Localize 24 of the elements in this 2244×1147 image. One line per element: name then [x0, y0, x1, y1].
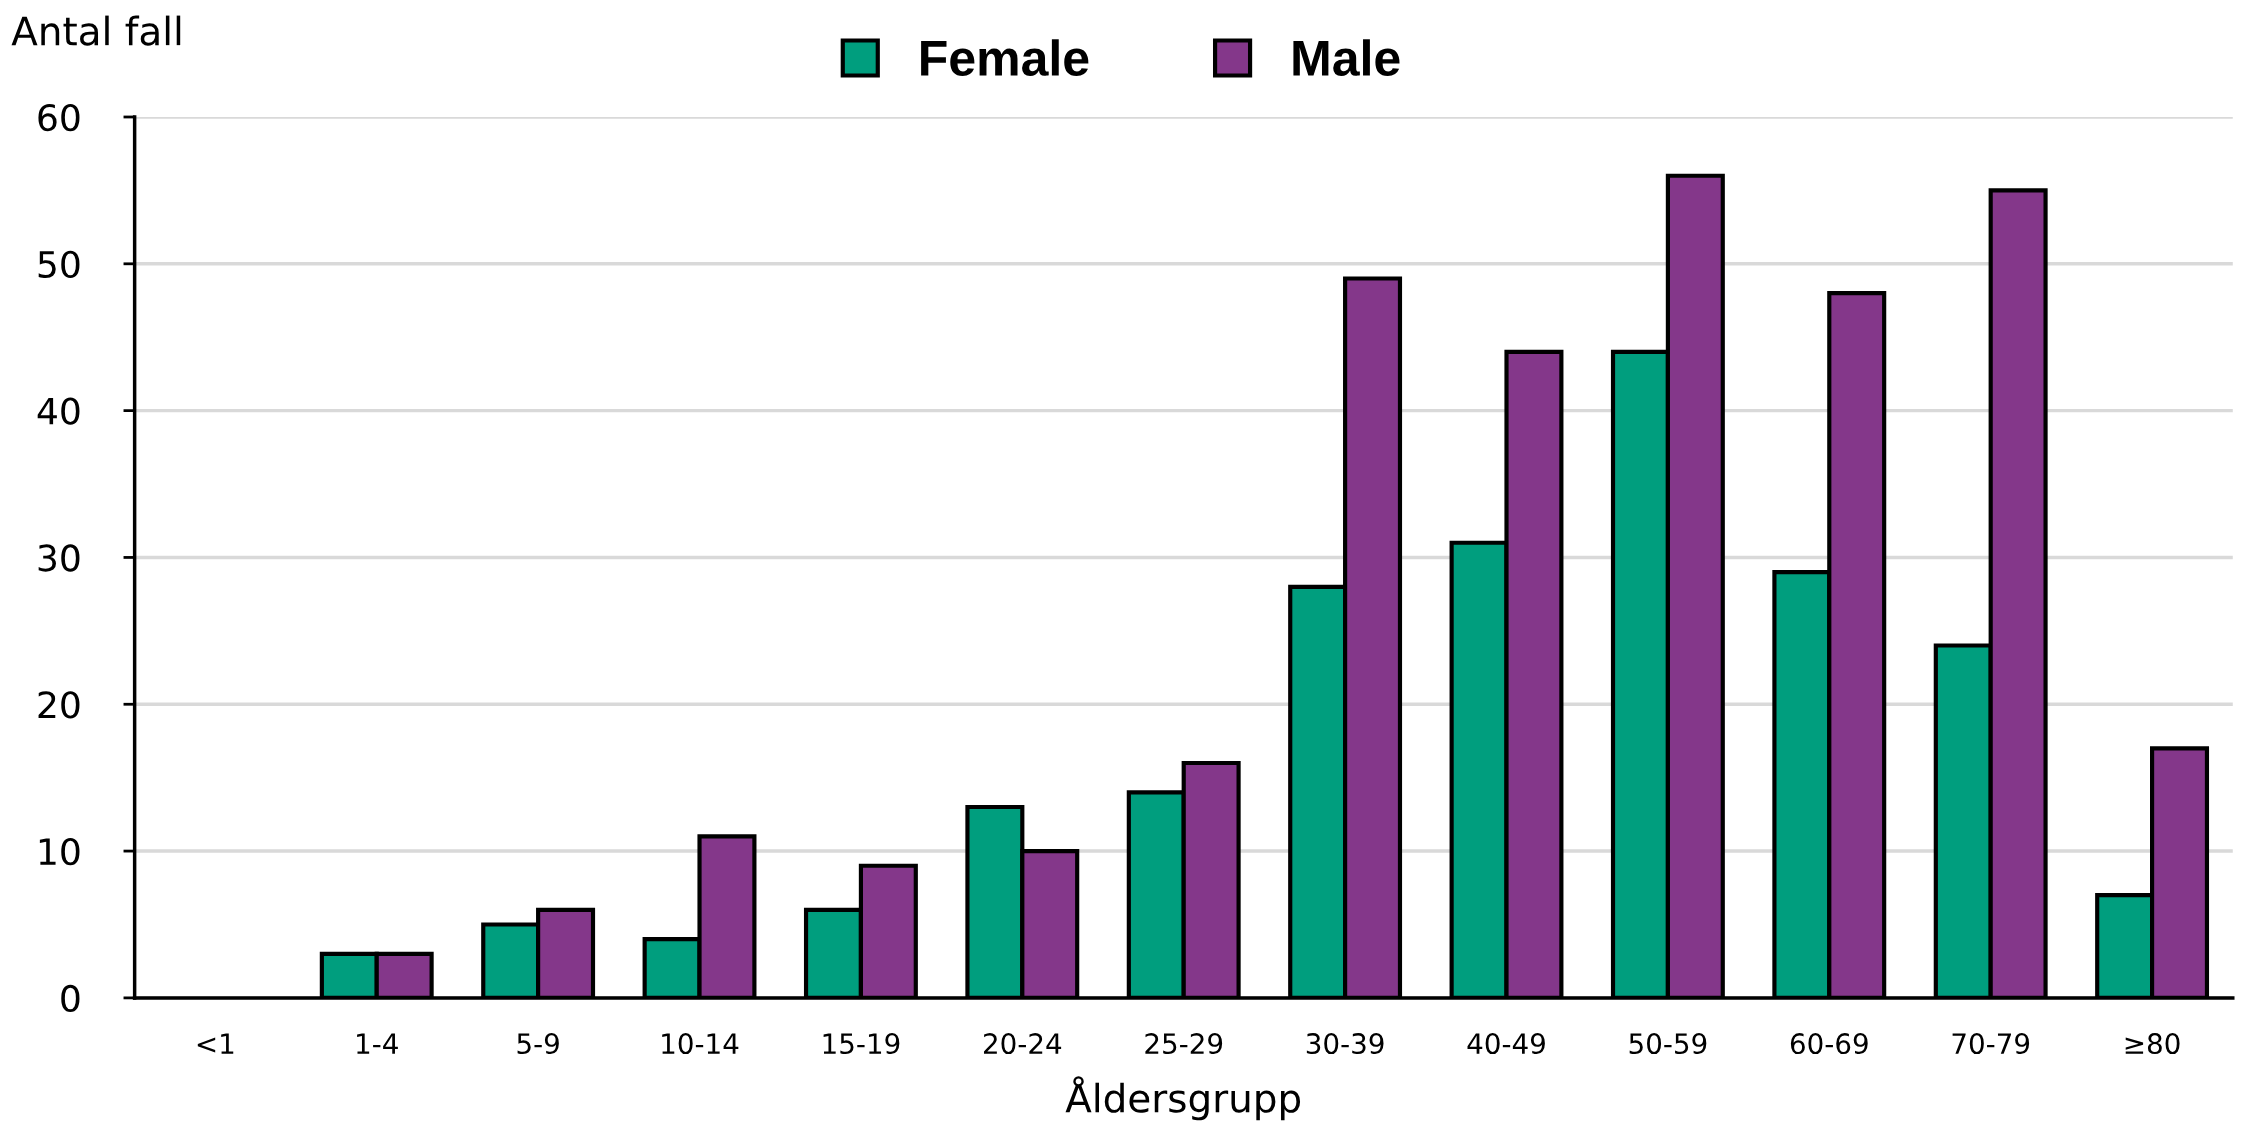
- x-tick-label: 40-49: [1467, 1033, 1545, 1055]
- x-tick-label: 1-4: [357, 1033, 398, 1054]
- y-tick-label: 10: [39, 837, 80, 866]
- legend-label: Male: [1293, 39, 1400, 76]
- x-tick-label: 15-19: [823, 1033, 900, 1055]
- x-tick-label: 25-29: [1145, 1033, 1223, 1055]
- x-tick-label: 5-9: [517, 1033, 559, 1055]
- y-tick-label: 20: [38, 691, 80, 719]
- y-axis-title: Antal fall: [11, 15, 181, 46]
- x-tick-label: 50-59: [1629, 1033, 1707, 1055]
- y-tick-label: 50: [38, 250, 80, 279]
- y-tick-label: 60: [38, 103, 80, 132]
- y-tick-label: 30: [38, 544, 80, 572]
- legend-label: Female: [921, 39, 1089, 76]
- y-tick-label: 40: [37, 397, 80, 425]
- x-tick-label: ≥80: [2125, 1033, 2180, 1055]
- x-tick-label: 70-79: [1952, 1033, 2030, 1055]
- y-tick-label: 0: [61, 984, 80, 1013]
- x-tick-label: 30-39: [1306, 1033, 1384, 1055]
- x-tick-label: <1: [197, 1033, 234, 1054]
- x-tick-label: 20-24: [983, 1033, 1062, 1055]
- x-axis-title: Åldersgrupp: [1065, 1076, 1301, 1121]
- x-tick-label: 60-69: [1790, 1033, 1868, 1055]
- x-tick-label: 10-14: [662, 1033, 739, 1055]
